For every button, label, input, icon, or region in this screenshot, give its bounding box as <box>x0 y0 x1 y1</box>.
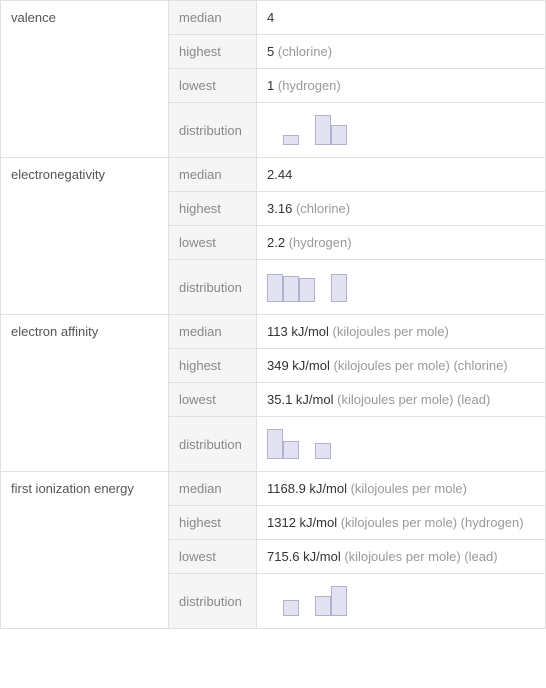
distribution-bar <box>283 441 299 459</box>
table-row: electronegativitymedian2.44 <box>1 158 546 192</box>
unit-label: (kilojoules per mole) <box>334 358 450 373</box>
element-label: (lead) <box>464 549 497 564</box>
stat-label: median <box>169 1 257 35</box>
stat-label: highest <box>169 192 257 226</box>
element-label: (lead) <box>457 392 490 407</box>
value: 5 <box>267 44 274 59</box>
stat-label: lowest <box>169 69 257 103</box>
value: 35.1 kJ/mol <box>267 392 333 407</box>
value-cell: 1 (hydrogen) <box>257 69 546 103</box>
property-name-cell: first ionization energy <box>1 472 169 629</box>
stat-label: distribution <box>169 260 257 315</box>
unit-label: (kilojoules per mole) <box>344 549 460 564</box>
element-label: (hydrogen) <box>278 78 341 93</box>
element-label: (hydrogen) <box>461 515 524 530</box>
element-label: (chlorine) <box>453 358 507 373</box>
value-cell: 113 kJ/mol (kilojoules per mole) <box>257 315 546 349</box>
distribution-bar <box>267 429 283 459</box>
stat-label: lowest <box>169 540 257 574</box>
distribution-cell <box>257 574 546 629</box>
value-cell: 4 <box>257 1 546 35</box>
element-label: (chlorine) <box>278 44 332 59</box>
value: 1312 kJ/mol <box>267 515 337 530</box>
value-cell: 1168.9 kJ/mol (kilojoules per mole) <box>257 472 546 506</box>
value: 715.6 kJ/mol <box>267 549 341 564</box>
table-row: first ionization energymedian1168.9 kJ/m… <box>1 472 546 506</box>
distribution-bar <box>283 135 299 145</box>
distribution-cell <box>257 417 546 472</box>
distribution-bar <box>331 274 347 302</box>
value: 2.44 <box>267 167 292 182</box>
value-cell: 349 kJ/mol (kilojoules per mole) (chlori… <box>257 349 546 383</box>
stat-label: distribution <box>169 417 257 472</box>
value: 113 kJ/mol <box>267 324 329 339</box>
distribution-chart <box>267 584 535 618</box>
unit-label: (kilojoules per mole) <box>333 324 449 339</box>
stat-label: lowest <box>169 383 257 417</box>
value-cell: 2.44 <box>257 158 546 192</box>
properties-table: valencemedian4highest5 (chlorine)lowest1… <box>0 0 546 629</box>
distribution-bar <box>331 586 347 616</box>
stat-label: highest <box>169 35 257 69</box>
distribution-bar <box>315 115 331 145</box>
distribution-bar <box>283 600 299 616</box>
stat-label: distribution <box>169 574 257 629</box>
value: 2.2 <box>267 235 285 250</box>
value-cell: 2.2 (hydrogen) <box>257 226 546 260</box>
element-label: (chlorine) <box>296 201 350 216</box>
unit-label: (kilojoules per mole) <box>341 515 457 530</box>
distribution-bar <box>267 274 283 302</box>
property-name-cell: valence <box>1 1 169 158</box>
element-label: (hydrogen) <box>289 235 352 250</box>
stat-label: lowest <box>169 226 257 260</box>
stat-label: median <box>169 472 257 506</box>
distribution-chart <box>267 113 535 147</box>
table-row: valencemedian4 <box>1 1 546 35</box>
table-row: electron affinitymedian113 kJ/mol (kiloj… <box>1 315 546 349</box>
stat-label: median <box>169 158 257 192</box>
distribution-chart <box>267 270 535 304</box>
value: 3.16 <box>267 201 292 216</box>
distribution-bar <box>299 278 315 302</box>
value: 1168.9 kJ/mol <box>267 481 347 496</box>
distribution-cell <box>257 260 546 315</box>
distribution-bar <box>315 443 331 459</box>
unit-label: (kilojoules per mole) <box>351 481 467 496</box>
value-cell: 1312 kJ/mol (kilojoules per mole) (hydro… <box>257 506 546 540</box>
value-cell: 35.1 kJ/mol (kilojoules per mole) (lead) <box>257 383 546 417</box>
stat-label: median <box>169 315 257 349</box>
stat-label: distribution <box>169 103 257 158</box>
value: 4 <box>267 10 274 25</box>
distribution-bar <box>331 125 347 145</box>
property-name-cell: electronegativity <box>1 158 169 315</box>
unit-label: (kilojoules per mole) <box>337 392 453 407</box>
value: 349 kJ/mol <box>267 358 330 373</box>
value: 1 <box>267 78 274 93</box>
distribution-cell <box>257 103 546 158</box>
value-cell: 3.16 (chlorine) <box>257 192 546 226</box>
distribution-bar <box>283 276 299 302</box>
stat-label: highest <box>169 349 257 383</box>
distribution-bar <box>315 596 331 616</box>
property-name-cell: electron affinity <box>1 315 169 472</box>
value-cell: 5 (chlorine) <box>257 35 546 69</box>
value-cell: 715.6 kJ/mol (kilojoules per mole) (lead… <box>257 540 546 574</box>
stat-label: highest <box>169 506 257 540</box>
distribution-chart <box>267 427 535 461</box>
